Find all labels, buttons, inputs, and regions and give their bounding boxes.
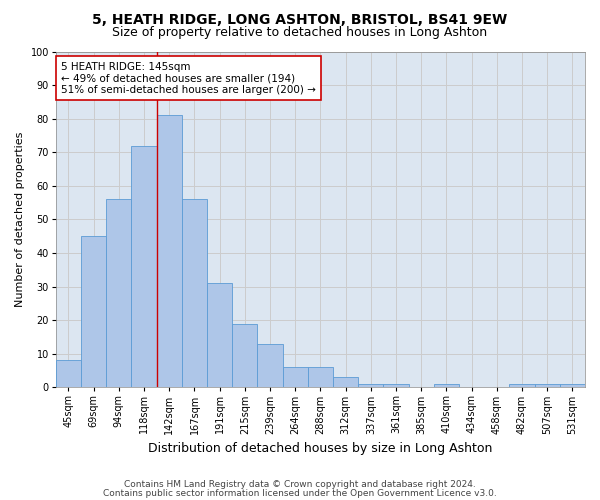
Bar (333, 378, 358, 388)
Bar (106, 200, 131, 388)
Bar (207, 283, 232, 388)
Bar (182, 200, 207, 388)
Bar (257, 344, 283, 388)
Bar (434, 384, 459, 388)
X-axis label: Distribution of detached houses by size in Long Ashton: Distribution of detached houses by size … (148, 442, 493, 455)
Text: Contains public sector information licensed under the Open Government Licence v3: Contains public sector information licen… (103, 488, 497, 498)
Text: 5 HEATH RIDGE: 145sqm
← 49% of detached houses are smaller (194)
51% of semi-det: 5 HEATH RIDGE: 145sqm ← 49% of detached … (61, 62, 316, 95)
Text: Size of property relative to detached houses in Long Ashton: Size of property relative to detached ho… (112, 26, 488, 39)
Bar (131, 146, 157, 388)
Bar (358, 384, 383, 388)
Bar (56, 360, 81, 388)
Bar (308, 367, 333, 388)
Bar (383, 384, 409, 388)
Bar (560, 384, 585, 388)
Bar (232, 324, 257, 388)
Bar (81, 236, 106, 388)
Bar (283, 367, 308, 388)
Bar (157, 116, 182, 388)
Text: 5, HEATH RIDGE, LONG ASHTON, BRISTOL, BS41 9EW: 5, HEATH RIDGE, LONG ASHTON, BRISTOL, BS… (92, 12, 508, 26)
Y-axis label: Number of detached properties: Number of detached properties (15, 132, 25, 307)
Bar (509, 384, 535, 388)
Bar (535, 384, 560, 388)
Text: Contains HM Land Registry data © Crown copyright and database right 2024.: Contains HM Land Registry data © Crown c… (124, 480, 476, 489)
